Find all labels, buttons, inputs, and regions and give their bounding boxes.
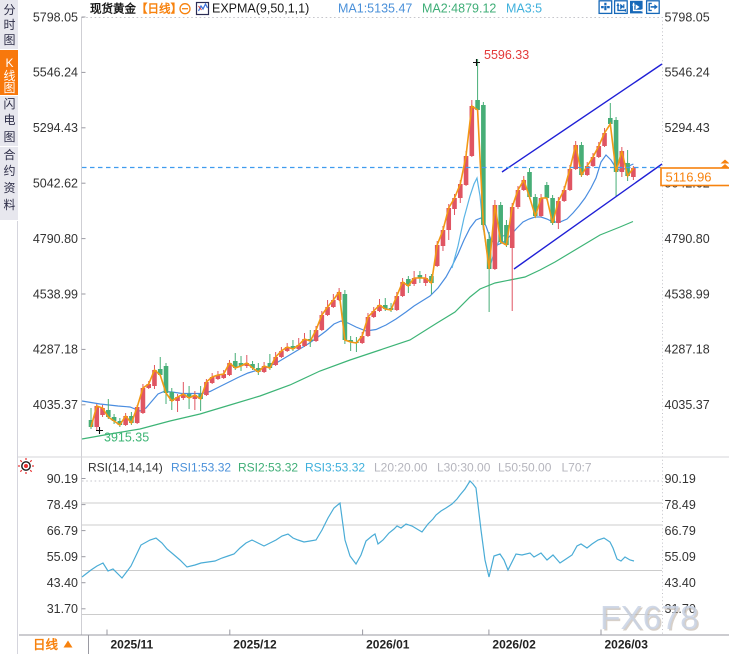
svg-text:5116.96: 5116.96	[666, 170, 712, 185]
svg-text:78.49: 78.49	[665, 498, 696, 512]
svg-text:5798.05: 5798.05	[33, 10, 78, 24]
svg-text:2026/02: 2026/02	[492, 638, 536, 652]
svg-text:5294.43: 5294.43	[665, 121, 710, 135]
svg-text:L20:20.00: L20:20.00	[374, 460, 428, 474]
svg-text:90.19: 90.19	[665, 472, 696, 486]
svg-text:55.09: 55.09	[47, 550, 78, 564]
svg-text:2026/01: 2026/01	[366, 638, 410, 652]
svg-text:5798.05: 5798.05	[665, 10, 710, 24]
svg-text:3915.35: 3915.35	[104, 431, 149, 445]
svg-text:4790.80: 4790.80	[665, 232, 710, 246]
svg-text:4538.99: 4538.99	[665, 287, 710, 301]
svg-text:4287.18: 4287.18	[665, 343, 710, 357]
svg-text:5546.24: 5546.24	[33, 66, 78, 80]
svg-text:78.49: 78.49	[47, 498, 78, 512]
svg-text:5042.62: 5042.62	[33, 177, 78, 191]
svg-text:4538.99: 4538.99	[33, 287, 78, 301]
svg-text:43.40: 43.40	[665, 576, 696, 590]
svg-text:L30:30.00: L30:30.00	[437, 460, 491, 474]
svg-text:55.09: 55.09	[665, 550, 696, 564]
svg-text:日线: 日线	[33, 637, 59, 652]
svg-text:MA2:4879.12: MA2:4879.12	[422, 1, 496, 15]
svg-text:RSI1:53.32: RSI1:53.32	[171, 460, 231, 474]
svg-text:EXPMA(9,50,1,1): EXPMA(9,50,1,1)	[212, 1, 309, 15]
svg-text:RSI2:53.32: RSI2:53.32	[238, 460, 298, 474]
svg-text:4035.37: 4035.37	[33, 398, 78, 412]
svg-text:5546.24: 5546.24	[665, 66, 710, 80]
svg-text:90.19: 90.19	[47, 472, 78, 486]
svg-text:5596.33: 5596.33	[484, 48, 529, 62]
svg-text:FX678: FX678	[602, 602, 701, 639]
svg-text:现货黄金: 现货黄金	[90, 2, 136, 16]
svg-text:2026/03: 2026/03	[605, 638, 649, 652]
svg-text:66.79: 66.79	[665, 524, 696, 538]
svg-text:L70:7: L70:7	[562, 460, 592, 474]
svg-text:4287.18: 4287.18	[33, 343, 78, 357]
svg-text:4790.80: 4790.80	[33, 232, 78, 246]
svg-text:31.70: 31.70	[47, 602, 78, 616]
svg-text:4035.37: 4035.37	[665, 398, 710, 412]
svg-text:L50:50.00: L50:50.00	[498, 460, 552, 474]
svg-text:5294.43: 5294.43	[33, 121, 78, 135]
svg-text:66.79: 66.79	[47, 524, 78, 538]
svg-text:MA3:5: MA3:5	[506, 1, 542, 15]
svg-text:31.70: 31.70	[665, 602, 696, 616]
svg-text:FX678: FX678	[600, 600, 699, 637]
svg-text:2025/11: 2025/11	[111, 638, 154, 652]
svg-text:RSI(14,14,14): RSI(14,14,14)	[88, 460, 163, 474]
svg-text:43.40: 43.40	[47, 576, 78, 590]
svg-text:2025/12: 2025/12	[233, 638, 277, 652]
svg-text:【日线】: 【日线】	[136, 2, 182, 16]
svg-text:RSI3:53.32: RSI3:53.32	[305, 460, 365, 474]
svg-text:MA1:5135.47: MA1:5135.47	[338, 1, 412, 15]
